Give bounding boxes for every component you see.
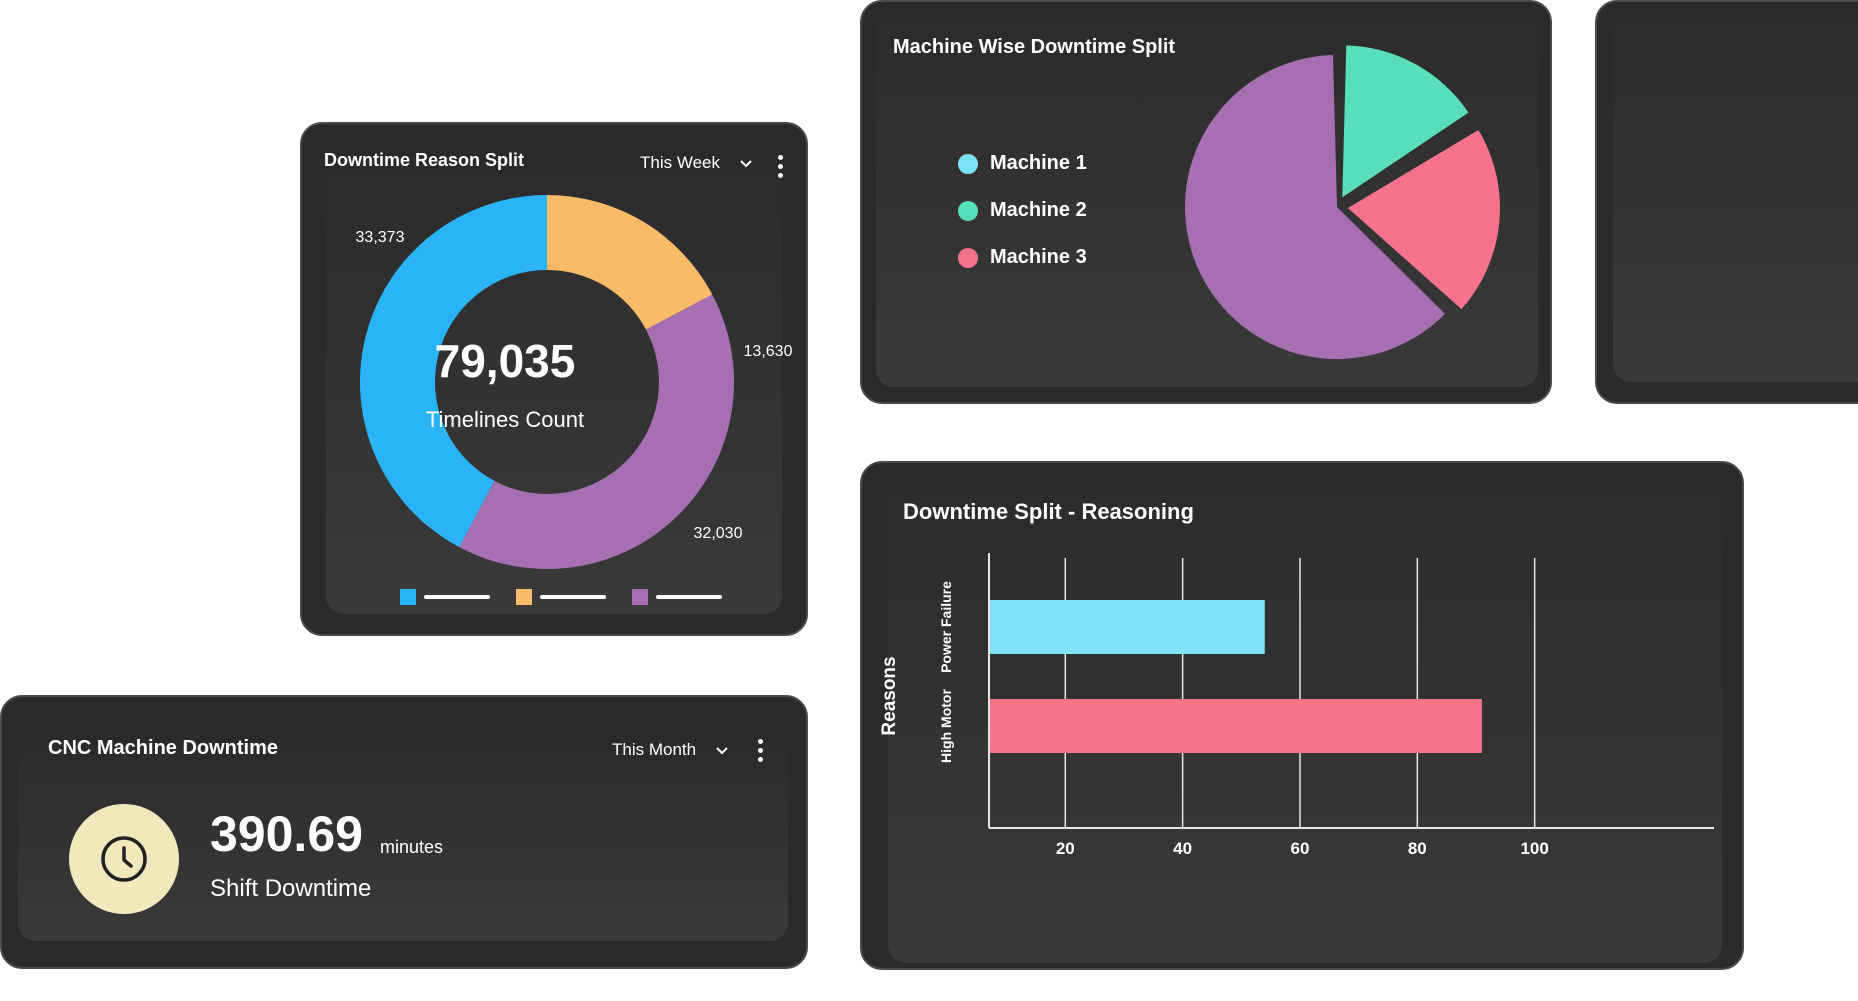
- legend-item: Machine 2: [958, 199, 1087, 222]
- clock-icon: [69, 804, 179, 914]
- legend-item: Machine 3: [958, 246, 1087, 269]
- chevron-down-icon: [740, 159, 752, 167]
- donut-value-label: 32,030: [694, 525, 743, 542]
- legend-label-placeholder: [424, 595, 490, 599]
- machine-downtime-split-card: Machine Wise Downtime Split Machine 1 Mac…: [860, 0, 1552, 404]
- downtime-reasoning-card: Downtime Split - Reasoning 20 40 60 80 100 Po…: [860, 461, 1744, 970]
- card-title: CNC Machine Downtime: [48, 737, 279, 759]
- legend-item: Machine 1: [958, 152, 1087, 175]
- y-tick-label: High Motor: [938, 689, 954, 763]
- period-dropdown[interactable]: This Month: [612, 740, 729, 760]
- partial-card: [1595, 0, 1858, 404]
- bar-chart: 20 40 60 80 100 Power Failure High Motor Reason…: [879, 553, 1714, 858]
- legend-swatch: [632, 589, 648, 605]
- legend-label: Machine 2: [990, 199, 1087, 221]
- bar: [990, 699, 1482, 753]
- legend-dot: [958, 153, 978, 174]
- legend-swatch: [516, 589, 532, 605]
- pie-slice-machine-3: [1347, 129, 1500, 310]
- donut-slice: [459, 294, 734, 569]
- donut-value-label: 13,630: [744, 343, 793, 360]
- legend-dot: [958, 247, 978, 268]
- partial-card-panel: [1613, 12, 1858, 382]
- pie-slice-machine-2: [1342, 45, 1469, 198]
- chevron-down-icon: [716, 746, 728, 754]
- period-dropdown-label: This Month: [612, 740, 697, 759]
- clock-icon-graphic: [101, 836, 147, 882]
- donut-value-label: 33,373: [356, 229, 405, 246]
- downtime-unit: minutes: [380, 837, 444, 857]
- legend-label-placeholder: [540, 595, 606, 599]
- donut-center-value: 79,035: [434, 335, 576, 387]
- card-title: Downtime Split - Reasoning: [903, 499, 1194, 524]
- donut-slice: [360, 195, 547, 548]
- more-options-icon[interactable]: [756, 739, 764, 766]
- x-tick-label: 60: [1291, 839, 1310, 858]
- x-tick-label: 100: [1520, 839, 1548, 858]
- donut-center-label: Timelines Count: [425, 407, 585, 432]
- pie-chart: [1185, 45, 1500, 359]
- downtime-reason-split-card: Downtime Reason Split This Week 33,373 13…: [300, 122, 808, 636]
- pie-slice-other: [1185, 55, 1446, 359]
- period-dropdown[interactable]: This Week: [640, 153, 753, 173]
- legend-dot: [958, 200, 978, 221]
- legend-label-placeholder: [656, 595, 722, 599]
- card-title: Machine Wise Downtime Split: [893, 36, 1176, 58]
- downtime-label: Shift Downtime: [210, 875, 372, 902]
- legend-label: Machine 1: [990, 152, 1087, 174]
- x-tick-label: 20: [1056, 839, 1075, 858]
- donut-chart: 33,373 13,630 32,030: [356, 195, 793, 605]
- legend-swatch: [400, 589, 416, 605]
- cnc-downtime-card: CNC Machine Downtime This Month 390.69 m…: [0, 695, 808, 969]
- x-tick-label: 40: [1173, 839, 1192, 858]
- more-options-icon[interactable]: [776, 155, 784, 182]
- downtime-value: 390.69: [210, 806, 363, 862]
- bar: [990, 600, 1265, 654]
- legend-label: Machine 3: [990, 246, 1087, 268]
- period-dropdown-label: This Week: [640, 153, 720, 172]
- donut-slice: [547, 195, 713, 330]
- y-axis-title: Reasons: [879, 656, 900, 735]
- x-tick-label: 80: [1408, 839, 1427, 858]
- card-title: Downtime Reason Split: [324, 150, 525, 170]
- y-tick-label: Power Failure: [938, 581, 954, 673]
